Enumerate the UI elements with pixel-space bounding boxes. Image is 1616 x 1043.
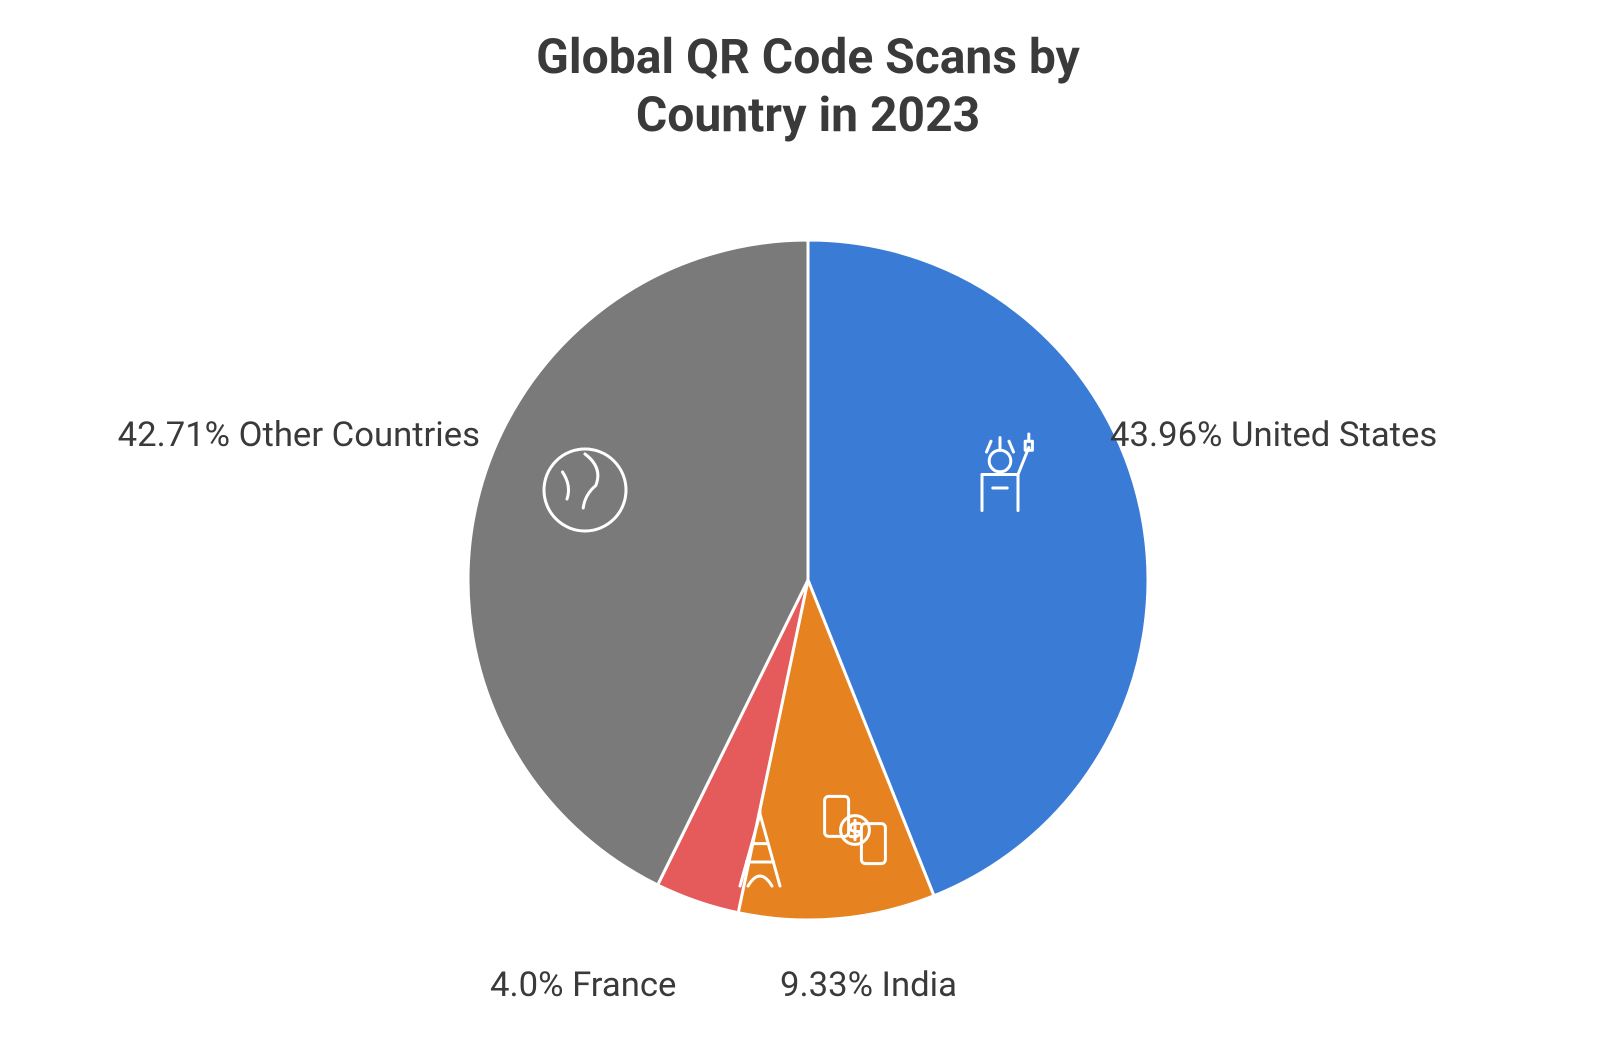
- slice-label-other: 42.71% Other Countries: [118, 415, 480, 455]
- slice-label-france: 4.0% France: [490, 965, 676, 1005]
- chart-title-line2: Country in 2023: [536, 86, 1080, 144]
- eiffel-tower-icon: [720, 810, 800, 890]
- chart-title-line1: Global QR Code Scans by: [536, 28, 1080, 86]
- slice-label-us: 43.96% United States: [1110, 415, 1437, 455]
- pie-svg: [468, 240, 1148, 920]
- chart-title: Global QR Code Scans by Country in 2023: [536, 28, 1080, 143]
- pie-chart: [468, 240, 1148, 920]
- slice-label-india: 9.33% India: [780, 965, 957, 1005]
- money-phone-icon: [815, 790, 895, 870]
- statue-of-liberty-icon: [955, 425, 1045, 515]
- globe-icon: [540, 445, 630, 535]
